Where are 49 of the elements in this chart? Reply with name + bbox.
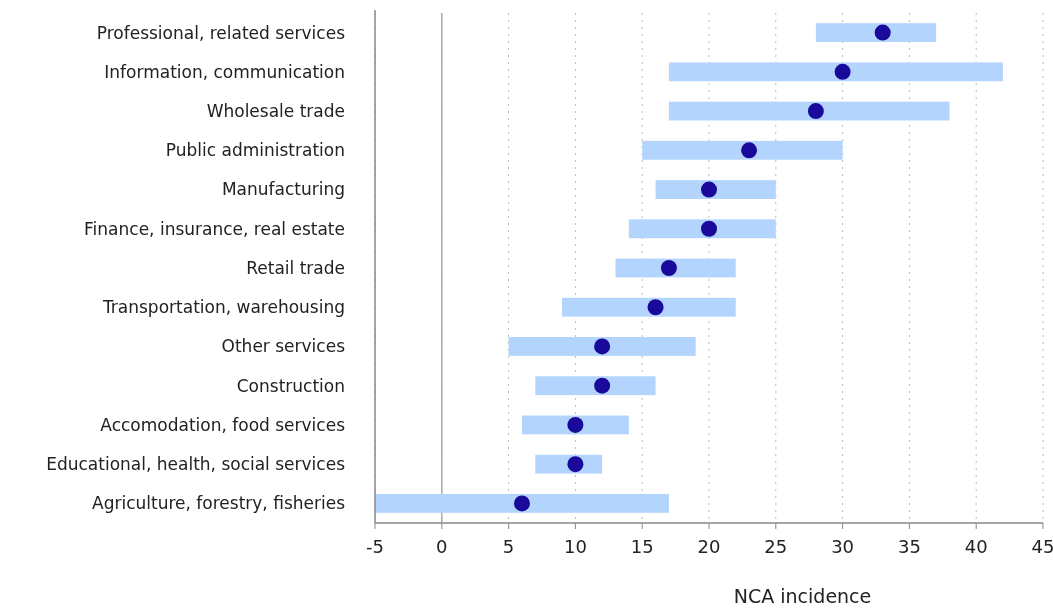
- point: [807, 103, 824, 120]
- x-tick-label: 0: [436, 536, 448, 557]
- y-tick-label: Information, communication: [104, 61, 345, 82]
- bar: [628, 219, 776, 239]
- point: [594, 338, 611, 355]
- point: [834, 63, 851, 80]
- point: [567, 416, 584, 433]
- point: [513, 495, 530, 512]
- point: [647, 299, 664, 316]
- x-tick-label: 45: [1031, 536, 1053, 557]
- x-tick-label: 15: [630, 536, 654, 557]
- bar: [535, 376, 656, 396]
- point: [874, 24, 891, 41]
- x-tick-label: -5: [366, 536, 384, 557]
- bar: [815, 23, 937, 43]
- point: [594, 377, 611, 394]
- x-tick-label: 20: [697, 536, 721, 557]
- x-tick-label: 30: [831, 536, 855, 557]
- x-tick-label: 10: [563, 536, 587, 557]
- bar: [615, 258, 736, 278]
- x-tick-label: 40: [964, 536, 988, 557]
- bar: [642, 140, 843, 160]
- point: [741, 142, 758, 159]
- y-tick-label: Public administration: [165, 140, 345, 161]
- y-tick-label: Professional, related services: [96, 22, 346, 43]
- y-tick-label: Agriculture, forestry, fisheries: [92, 493, 346, 514]
- point: [701, 220, 717, 237]
- y-tick-label: Manufacturing: [221, 179, 345, 200]
- point: [660, 260, 677, 276]
- y-tick-label: Accomodation, food services: [100, 414, 346, 435]
- bar: [668, 101, 950, 121]
- bar: [521, 415, 629, 435]
- y-tick-label: Transportation, warehousing: [101, 297, 345, 318]
- x-tick-label: 5: [502, 536, 515, 557]
- x-tick-label: 35: [897, 536, 921, 557]
- point: [701, 181, 717, 198]
- y-tick-label: Wholesale trade: [206, 101, 345, 122]
- y-tick-label: Finance, insurance, real estate: [84, 218, 345, 239]
- y-tick-label: Educational, health, social services: [46, 454, 346, 475]
- x-tick-label: 25: [764, 536, 788, 557]
- bar: [668, 62, 1003, 82]
- bar: [562, 297, 736, 317]
- bar: [655, 180, 776, 199]
- bar: [375, 493, 669, 513]
- y-tick-label: Construction: [236, 375, 345, 396]
- x-axis-title: NCA incidence: [733, 585, 872, 607]
- y-tick-label: Retail trade: [246, 257, 345, 278]
- y-tick-label: Other services: [221, 336, 346, 357]
- bar: [508, 337, 696, 356]
